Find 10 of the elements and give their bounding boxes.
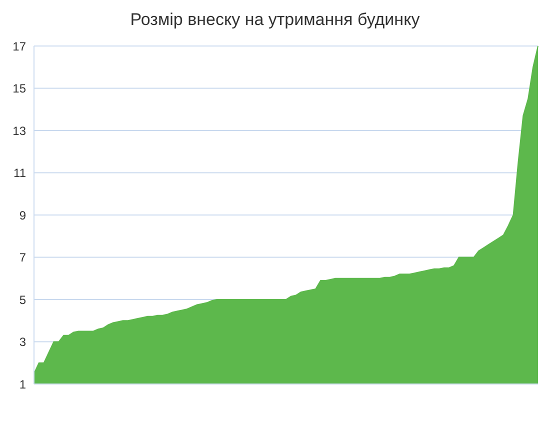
y-tick-label: 17	[12, 39, 26, 54]
y-tick-label: 13	[12, 124, 26, 138]
y-tick-label: 9	[19, 208, 26, 222]
y-tick-label: 15	[12, 82, 26, 96]
y-tick-label: 3	[19, 335, 26, 350]
y-tick-label: 7	[19, 250, 26, 265]
chart-title: Розмір внеску на утримання будинку	[129, 9, 421, 31]
y-tick-label: 1	[19, 377, 26, 392]
y-tick-label: 11	[14, 166, 26, 180]
y-tick-label: 5	[19, 292, 26, 307]
